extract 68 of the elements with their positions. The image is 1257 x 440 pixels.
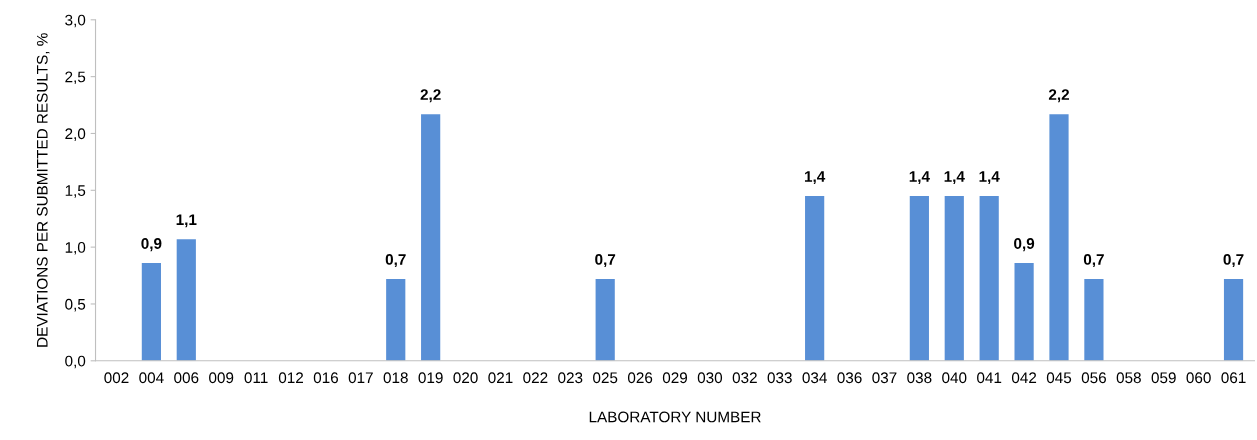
x-tick-label: 029 <box>662 372 688 384</box>
x-tick-label: 060 <box>1186 372 1211 384</box>
data-label: 1,4 <box>944 171 965 185</box>
bar <box>1223 278 1244 361</box>
y-tick-label: 3,0 <box>65 14 86 28</box>
x-tick-label: 017 <box>348 372 373 384</box>
x-tick-label: 056 <box>1081 372 1106 384</box>
x-tick-label: 036 <box>837 372 862 384</box>
x-tick-label: 045 <box>1046 372 1072 384</box>
data-label: 1,4 <box>979 171 1000 185</box>
x-tick-label: 033 <box>767 372 792 384</box>
y-tick-label: 0,0 <box>65 355 86 369</box>
x-tick-label: 016 <box>313 372 338 384</box>
bar <box>1049 114 1069 361</box>
data-label: 0,7 <box>1083 254 1104 268</box>
x-tick-label: 022 <box>523 372 548 384</box>
x-tick-label: 058 <box>1116 372 1141 384</box>
data-label: 0,9 <box>1014 238 1035 252</box>
data-label: 2,2 <box>1048 89 1070 103</box>
x-tick-label: 012 <box>278 372 303 384</box>
x-tick-label: 004 <box>139 372 164 384</box>
bar <box>979 195 999 361</box>
x-tick-label: 037 <box>872 372 897 384</box>
x-tick-label: 030 <box>697 372 723 384</box>
x-tick-label: 006 <box>174 372 199 384</box>
x-tick-label: 021 <box>488 372 513 384</box>
x-tick-label: 026 <box>627 372 653 384</box>
data-label: 1,4 <box>909 171 930 185</box>
x-axis-title: LABORATORY NUMBER <box>589 411 761 423</box>
y-tick-label: 0,5 <box>65 298 86 312</box>
x-tick-label: 042 <box>1011 372 1037 384</box>
bar <box>909 195 929 361</box>
x-tick-label: 009 <box>209 372 234 384</box>
y-tick-label: 2,5 <box>65 71 86 85</box>
x-tick-label: 034 <box>802 372 827 384</box>
x-tick-label: 023 <box>558 372 583 384</box>
data-label: 2,2 <box>420 89 441 103</box>
y-tick-label: 1,5 <box>65 185 86 198</box>
bar <box>805 195 825 361</box>
bar <box>176 239 196 361</box>
bar <box>386 278 406 361</box>
x-tick-label: 020 <box>453 372 478 384</box>
x-tick-label: 032 <box>732 372 757 384</box>
data-label: 0,7 <box>1223 254 1244 268</box>
x-tick-label: 002 <box>104 372 129 384</box>
bar <box>1014 263 1034 361</box>
y-axis-title: DEVIATIONS PER SUBMITTED RESULTS, % <box>36 33 50 347</box>
x-tick-label: 061 <box>1221 372 1246 384</box>
bar <box>421 114 441 361</box>
x-tick-label: 038 <box>907 372 932 384</box>
data-label: 0,7 <box>595 254 616 268</box>
y-tick-label: 2,0 <box>65 128 86 141</box>
x-tick-label: 011 <box>244 372 268 384</box>
y-tick-label: 1,0 <box>65 242 86 255</box>
x-tick-label: 019 <box>418 372 443 384</box>
x-tick-label: 018 <box>383 372 408 384</box>
data-label: 1,1 <box>176 214 197 228</box>
bar <box>944 195 964 361</box>
bar <box>141 263 161 361</box>
bar <box>1084 278 1104 361</box>
bar <box>595 278 615 361</box>
data-label: 0,7 <box>385 254 406 268</box>
data-label: 0,9 <box>141 238 162 252</box>
data-label: 1,4 <box>804 171 826 185</box>
x-tick-label: 025 <box>593 372 618 384</box>
x-tick-label: 040 <box>942 372 967 384</box>
x-tick-label: 059 <box>1151 372 1176 384</box>
x-tick-label: 041 <box>977 372 1002 384</box>
